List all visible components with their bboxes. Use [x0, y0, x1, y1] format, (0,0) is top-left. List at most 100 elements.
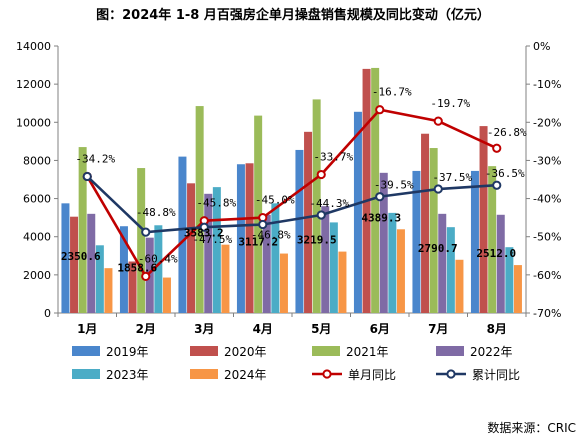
legend-swatch	[436, 346, 464, 356]
line-marker	[316, 210, 326, 220]
x-tick-label: 7月	[428, 322, 448, 336]
bar	[61, 203, 70, 313]
line-data-label: -46.8%	[251, 229, 291, 242]
monthly-yoy-line	[86, 108, 498, 279]
right-tick-label: 0%	[533, 40, 550, 53]
right-tick-label: -40%	[533, 193, 561, 206]
lines	[82, 105, 502, 281]
line-data-label: -39.5%	[374, 179, 414, 192]
line-data-label: -45.0%	[255, 194, 295, 207]
bar	[321, 206, 330, 313]
labels: 2350.6 1858.6 3583.2 3117.2 3219.5 4389.3 2790…	[61, 86, 527, 275]
bar	[221, 244, 230, 313]
line-data-label: -36.5%	[485, 167, 525, 180]
line-marker	[82, 171, 92, 182]
right-tick-label: -20%	[533, 116, 561, 129]
bar	[271, 203, 280, 313]
left-tick-label: 14000	[16, 40, 51, 53]
bar	[279, 253, 288, 313]
line-data-label: -48.8%	[136, 206, 176, 219]
bar	[338, 251, 347, 313]
bar	[470, 170, 479, 313]
right-axis: 0% -10% -20% -30% -40% -50% -60% -70%	[525, 40, 561, 320]
bar-data-label: 2350.6	[61, 250, 101, 263]
left-axis: 0 2000 4000 6000 8000 10000 12000 14000	[16, 40, 59, 320]
line-data-label: -45.8%	[196, 197, 236, 210]
line-data-label: -60.4%	[138, 252, 178, 265]
bar	[70, 216, 79, 313]
legend-swatch	[190, 346, 218, 356]
bar	[312, 99, 321, 314]
bar	[362, 68, 371, 313]
legend-swatch	[72, 369, 100, 379]
line-data-label: -33.7%	[313, 151, 353, 164]
left-tick-label: 2000	[23, 269, 51, 282]
bar-data-label: 3583.2	[184, 227, 224, 240]
right-tick-label: -60%	[533, 269, 561, 282]
chart-title: 图：2024年 1-8 月百强房企单月操盘销售规模及同比变动（亿元）	[96, 8, 490, 23]
legend-label: 2020年	[224, 345, 267, 359]
bar	[95, 245, 104, 313]
bar	[254, 115, 263, 313]
bar	[438, 213, 447, 313]
line-marker	[141, 227, 151, 237]
line-data-label: -19.7%	[430, 97, 470, 110]
line-data-label: -16.7%	[372, 86, 412, 99]
bar	[119, 226, 128, 313]
left-tick-label: 8000	[23, 154, 51, 167]
legend-swatch	[190, 369, 218, 379]
bar	[379, 172, 388, 313]
right-tick-label: -50%	[533, 231, 561, 244]
x-tick-label: 4月	[253, 322, 273, 336]
legend-label: 2024年	[224, 368, 267, 382]
bar	[162, 277, 171, 313]
bars	[61, 67, 522, 314]
bar-data-label: 3219.5	[297, 234, 337, 247]
bar	[353, 111, 362, 314]
bar	[496, 214, 505, 313]
legend-label: 2019年	[106, 345, 149, 359]
bar	[212, 187, 221, 313]
bar	[304, 131, 313, 313]
bar	[236, 164, 245, 313]
legend-label: 2022年	[470, 345, 513, 359]
left-tick-label: 10000	[16, 116, 51, 129]
bar	[371, 67, 380, 313]
bar	[488, 166, 497, 313]
line-marker	[141, 271, 151, 281]
legend: 2019年 2020年 2021年 2022年 2023年 2024年 单月同比 累计同比	[72, 345, 520, 382]
legend-marker	[322, 369, 332, 379]
legend-swatch	[72, 346, 100, 356]
bar-data-label: 3117.2	[238, 236, 278, 249]
line-data-label: -47.5%	[192, 233, 232, 246]
right-tick-label: -70%	[533, 307, 561, 320]
x-tick-label: 2月	[136, 322, 156, 336]
bar	[87, 213, 96, 313]
line-data-label: -34.2%	[75, 152, 115, 165]
legend-label: 累计同比	[472, 368, 520, 382]
bar	[178, 156, 187, 313]
left-tick-label: 6000	[23, 193, 51, 206]
bar	[412, 170, 421, 313]
x-tick-label: 8月	[487, 322, 507, 336]
line-marker	[375, 192, 385, 202]
bar	[429, 148, 438, 313]
x-tick-label: 3月	[194, 322, 214, 336]
data-source: 数据来源：CRIC	[487, 421, 576, 435]
bar	[329, 222, 338, 313]
line-marker	[492, 180, 502, 190]
legend-label: 单月同比	[348, 368, 396, 382]
line-data-label: -44.3%	[309, 197, 349, 210]
bar-data-label: 1858.6	[117, 262, 157, 275]
line-marker	[433, 184, 443, 194]
legend-label: 2023年	[106, 368, 149, 382]
bar	[446, 227, 455, 313]
right-tick-label: -10%	[533, 78, 561, 91]
x-tick-label: 5月	[311, 322, 331, 336]
line-marker	[492, 143, 502, 153]
bar	[513, 265, 522, 313]
bar-data-label: 2512.0	[476, 247, 516, 260]
x-tick-label: 6月	[370, 322, 390, 336]
line-marker	[433, 116, 443, 126]
line-marker	[258, 219, 268, 230]
